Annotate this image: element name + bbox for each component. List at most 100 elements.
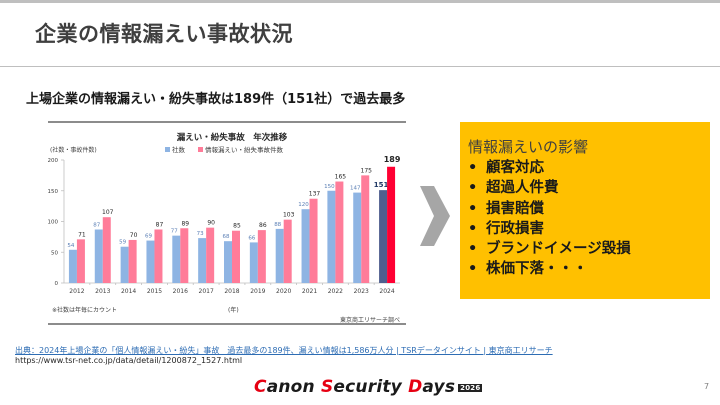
data-label-companies: 88 xyxy=(274,222,281,228)
bar-companies xyxy=(353,192,362,283)
y-tick-label: 0 xyxy=(55,281,59,287)
legend-label-companies: 社数 xyxy=(172,145,186,154)
bar-incidents xyxy=(180,228,189,283)
impact-item-label: 行政損害 xyxy=(486,220,544,237)
data-label-incidents: 165 xyxy=(335,174,347,181)
source-citation-link[interactable]: 出典：2024年上場企業の「個人情報漏えい・紛失」事故 過去最多の189件、漏え… xyxy=(15,346,553,355)
x-tick-label: 2015 xyxy=(147,288,162,295)
x-tick-label: 2013 xyxy=(95,288,110,295)
data-label-companies: 77 xyxy=(171,229,178,235)
data-label-incidents: 189 xyxy=(384,155,401,164)
bar-companies xyxy=(379,190,388,283)
data-label-companies: 150 xyxy=(324,184,335,190)
data-label-companies: 59 xyxy=(119,240,126,246)
bar-companies xyxy=(224,241,232,283)
data-label-incidents: 85 xyxy=(233,223,241,230)
impact-item-label: 顧客対応 xyxy=(486,160,544,176)
bar-companies xyxy=(198,238,207,283)
data-label-incidents: 107 xyxy=(102,209,114,216)
bar-incidents xyxy=(128,239,137,283)
chart-note: ※社数は年毎にカウント xyxy=(52,306,117,314)
data-label-incidents: 86 xyxy=(259,222,267,229)
x-tick-label: 2022 xyxy=(328,288,343,295)
bar-incidents xyxy=(335,181,344,283)
chart-credit: 東京商工リサーチ調べ xyxy=(340,316,400,324)
source-url: https://www.tsr-net.co.jp/data/detail/12… xyxy=(15,356,243,365)
data-label-incidents: 90 xyxy=(207,220,215,227)
bar-incidents xyxy=(102,217,111,283)
data-label-incidents: 87 xyxy=(156,221,164,228)
bar-incidents xyxy=(206,227,215,283)
y-tick-label: 150 xyxy=(48,189,58,195)
impact-item: • 損害賠償 xyxy=(468,199,631,219)
data-label-incidents: 89 xyxy=(181,220,189,227)
bar-incidents xyxy=(154,229,163,283)
data-label-incidents: 70 xyxy=(130,232,138,239)
chart-panel: 漏えい・紛失事故 年次推移 社数 情報漏えい・紛失事故件数 (社数・事故件数) … xyxy=(48,121,406,325)
impact-item: • ブランドイメージ毀損 xyxy=(468,239,631,259)
data-label-incidents: 175 xyxy=(361,167,373,174)
bar-incidents xyxy=(76,239,85,283)
x-tick-label: 2014 xyxy=(121,288,136,295)
legend-swatch-incidents xyxy=(198,147,203,152)
bar-chart: 漏えい・紛失事故 年次推移 社数 情報漏えい・紛失事故件数 (社数・事故件数) … xyxy=(48,132,401,324)
page-number: 7 xyxy=(704,382,710,391)
impact-item: • 株価下落・・・ xyxy=(468,259,631,279)
bar-incidents xyxy=(257,230,266,283)
x-tick-label: 2024 xyxy=(379,288,394,295)
impact-box: 情報漏えいの影響 • 顧客対応 • 超過人件費 • 損害賠償 • 行政損害 • ブランドイ… xyxy=(460,122,710,299)
bullet-icon: • xyxy=(468,180,478,197)
x-tick-label: 2020 xyxy=(276,288,291,295)
bar-companies xyxy=(120,246,129,283)
data-label-companies: 87 xyxy=(93,222,100,228)
chevron-right-icon xyxy=(420,186,450,246)
page-title: 企業の情報漏えい事故状況 xyxy=(35,22,293,46)
data-label-companies: 120 xyxy=(298,202,309,208)
x-tick-label: 2016 xyxy=(173,288,188,295)
impact-item: • 超過人件費 xyxy=(468,178,631,198)
y-axis-label: (社数・事故件数) xyxy=(50,146,97,154)
x-tick-label: 2019 xyxy=(250,288,265,295)
data-label-companies: 68 xyxy=(223,234,230,240)
y-tick-label: 50 xyxy=(51,250,58,256)
x-tick-label: 2023 xyxy=(354,288,369,295)
chart-title: 漏えい・紛失事故 年次推移 xyxy=(177,132,288,143)
bar-incidents xyxy=(361,175,370,283)
bullet-icon: • xyxy=(468,160,478,176)
impact-item-label: ブランドイメージ毀損 xyxy=(486,241,631,258)
chart-top-border xyxy=(48,121,406,123)
data-label-companies: 54 xyxy=(67,243,74,249)
bar-incidents xyxy=(387,166,396,283)
impact-item-label: 株価下落・・・ xyxy=(486,261,588,278)
data-label-companies: 151 xyxy=(374,181,389,189)
data-label-incidents: 137 xyxy=(309,191,321,198)
bar-companies xyxy=(94,229,103,283)
bullet-icon: • xyxy=(468,241,478,258)
bar-companies xyxy=(327,190,336,283)
data-label-companies: 69 xyxy=(145,234,152,240)
bar-companies xyxy=(301,209,310,283)
x-axis-label: (年) xyxy=(228,306,239,314)
x-tick-label: 2021 xyxy=(302,288,317,295)
x-tick-label: 2012 xyxy=(69,288,84,295)
bullet-icon: • xyxy=(468,261,478,278)
y-tick-label: 200 xyxy=(48,158,58,164)
legend-label-incidents: 情報漏えい・紛失事故件数 xyxy=(205,145,284,154)
legend-swatch-companies xyxy=(165,147,170,152)
chart-bottom-border xyxy=(48,323,406,325)
impact-list: • 顧客対応 • 超過人件費 • 損害賠償 • 行政損害 • ブランドイメージ毀損 • 株価… xyxy=(468,158,631,280)
canon-security-days-logo: Canon Security Days 2026 xyxy=(254,377,483,397)
slide-subtitle: 上場企業の情報漏えい・紛失事故は189件（151社）で過去最多 xyxy=(26,92,406,107)
bar-incidents xyxy=(232,230,240,283)
impact-item-label: 超過人件費 xyxy=(486,180,559,197)
bullet-icon: • xyxy=(468,220,478,237)
bar-companies xyxy=(275,228,284,283)
impact-item: • 顧客対応 xyxy=(468,158,631,178)
data-label-companies: 66 xyxy=(248,235,255,241)
impact-item: • 行政損害 xyxy=(468,219,631,239)
data-label-incidents: 103 xyxy=(283,212,295,219)
x-tick-label: 2017 xyxy=(199,288,214,295)
bar-incidents xyxy=(309,198,318,283)
bar-incidents xyxy=(283,219,292,283)
impact-title: 情報漏えいの影響 xyxy=(468,138,589,156)
